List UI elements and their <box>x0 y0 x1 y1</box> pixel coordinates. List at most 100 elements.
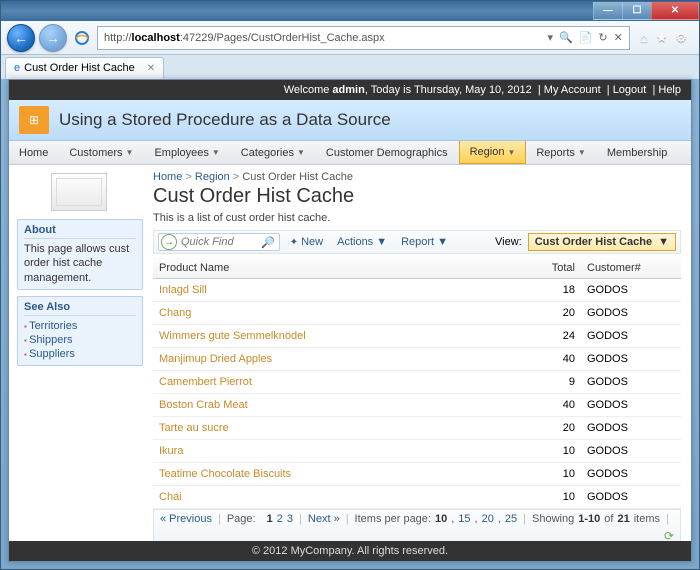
home-icon[interactable]: ⌂ <box>640 30 648 46</box>
pager-prev[interactable]: « Previous <box>160 513 212 525</box>
see-also-link-suppliers[interactable]: Suppliers <box>24 347 136 361</box>
pager-bar: « Previous | Page: 1 2 3 | Next » | Item… <box>153 509 681 541</box>
browser-tab-bar: e Cust Order Hist Cache ✕ <box>1 55 699 79</box>
cell-product: Inlagd Sill <box>153 279 521 302</box>
about-heading: About <box>24 224 136 239</box>
chevron-down-icon: ▼ <box>658 236 669 248</box>
report-menu[interactable]: Report▼ <box>397 236 452 248</box>
pager-ipp-25[interactable]: 25 <box>505 513 517 525</box>
menu-reports[interactable]: Reports▼ <box>526 141 596 164</box>
help-link[interactable]: Help <box>658 84 681 96</box>
view-selector[interactable]: Cust Order Hist Cache▼ <box>528 233 676 251</box>
view-label: View: <box>495 236 522 248</box>
top-account-bar: Welcome admin, Today is Thursday, May 10… <box>9 80 691 100</box>
cell-total: 20 <box>521 302 581 325</box>
menu-categories[interactable]: Categories▼ <box>231 141 316 164</box>
address-bar[interactable]: http://localhost:47229/Pages/CustOrderHi… <box>97 26 630 50</box>
see-also-link-territories[interactable]: Territories <box>24 319 136 333</box>
pager-ipp-label: Items per page: <box>355 513 431 525</box>
col-total[interactable]: Total <box>521 258 581 279</box>
cell-customer: GODOS <box>581 325 681 348</box>
see-also-link-shippers[interactable]: Shippers <box>24 333 136 347</box>
new-button[interactable]: ✦New <box>286 236 327 248</box>
tab-close-icon[interactable]: ✕ <box>147 63 155 74</box>
table-row[interactable]: Inlagd Sill18GODOS <box>153 279 681 302</box>
pager-page-2[interactable]: 2 <box>277 513 283 525</box>
pager-page-label: Page: <box>227 513 256 525</box>
pager-ipp-20[interactable]: 20 <box>482 513 494 525</box>
search-icon[interactable]: 🔎 <box>257 236 279 249</box>
menu-home[interactable]: Home <box>9 141 59 164</box>
cell-total: 24 <box>521 325 581 348</box>
chevron-down-icon: ▼ <box>126 148 134 157</box>
cell-total: 10 <box>521 463 581 486</box>
forward-button[interactable]: → <box>39 24 67 52</box>
grid-toolbar: → 🔎 ✦New Actions▼ Report▼ View: Cust Ord… <box>153 230 681 254</box>
welcome-post: , Today is Thursday, May 10, 2012 <box>365 84 532 96</box>
my-account-link[interactable]: My Account <box>544 84 601 96</box>
tools-icon[interactable]: ⚙ <box>675 30 687 46</box>
window-minimize-button[interactable]: — <box>593 2 623 20</box>
addr-dropdown-icon[interactable]: ▾ <box>547 31 553 44</box>
browser-tab[interactable]: e Cust Order Hist Cache ✕ <box>5 57 164 79</box>
pager-showing-range: 1-10 <box>578 513 600 525</box>
menu-employees[interactable]: Employees▼ <box>144 141 230 164</box>
table-row[interactable]: Chang20GODOS <box>153 302 681 325</box>
favorites-icon[interactable]: ★ <box>656 30 668 46</box>
actions-menu[interactable]: Actions▼ <box>333 236 391 248</box>
pager-page-3[interactable]: 3 <box>287 513 293 525</box>
menu-customers[interactable]: Customers▼ <box>59 141 144 164</box>
table-row[interactable]: Chai10GODOS <box>153 486 681 509</box>
cell-product: Tarte au sucre <box>153 417 521 440</box>
pager-next[interactable]: Next » <box>308 513 340 525</box>
page-footer: © 2012 MyCompany. All rights reserved. <box>9 541 691 561</box>
back-button[interactable]: ← <box>7 24 35 52</box>
table-row[interactable]: Tarte au sucre20GODOS <box>153 417 681 440</box>
cell-total: 40 <box>521 394 581 417</box>
table-row[interactable]: Wimmers gute Semmelknödel24GODOS <box>153 325 681 348</box>
table-row[interactable]: Camembert Pierrot9GODOS <box>153 371 681 394</box>
url-host: localhost <box>132 32 180 44</box>
breadcrumb-current: Cust Order Hist Cache <box>242 171 353 183</box>
refresh-icon[interactable]: ↻ <box>598 31 607 44</box>
welcome-user: admin <box>332 84 364 96</box>
logout-link[interactable]: Logout <box>613 84 647 96</box>
pager-ipp-10[interactable]: 10 <box>435 513 447 525</box>
pager-showing-mid: of <box>604 513 613 525</box>
cell-customer: GODOS <box>581 417 681 440</box>
welcome-pre: Welcome <box>284 84 333 96</box>
addr-compat-icon[interactable]: 📄 <box>579 31 593 44</box>
pager-page-1[interactable]: 1 <box>267 513 273 525</box>
cell-total: 10 <box>521 440 581 463</box>
pager-ipp-15[interactable]: 15 <box>458 513 470 525</box>
quickfind-input[interactable] <box>179 236 257 248</box>
cell-total: 9 <box>521 371 581 394</box>
pager-refresh-icon[interactable]: ⟳ <box>664 529 674 541</box>
window-maximize-button[interactable]: ☐ <box>622 2 652 20</box>
quickfind-box: → 🔎 <box>158 233 280 251</box>
breadcrumb-home[interactable]: Home <box>153 171 182 183</box>
site-logo-icon: ⊞ <box>19 106 49 134</box>
addr-search-icon[interactable]: 🔍 <box>559 31 573 44</box>
col-customer[interactable]: Customer# <box>581 258 681 279</box>
cell-customer: GODOS <box>581 463 681 486</box>
see-also-box: See Also Territories Shippers Suppliers <box>17 296 143 366</box>
table-row[interactable]: Manjimup Dried Apples40GODOS <box>153 348 681 371</box>
table-row[interactable]: Boston Crab Meat40GODOS <box>153 394 681 417</box>
cell-product: Teatime Chocolate Biscuits <box>153 463 521 486</box>
col-product-name[interactable]: Product Name <box>153 258 521 279</box>
table-row[interactable]: Teatime Chocolate Biscuits10GODOS <box>153 463 681 486</box>
menu-region[interactable]: Region▼ <box>459 141 527 164</box>
table-row[interactable]: Ikura10GODOS <box>153 440 681 463</box>
menu-customer-demographics[interactable]: Customer Demographics <box>316 141 459 164</box>
stop-icon[interactable]: ✕ <box>614 31 623 44</box>
browser-nav-bar: ← → http://localhost:47229/Pages/CustOrd… <box>1 21 699 55</box>
breadcrumb-region[interactable]: Region <box>195 171 230 183</box>
chevron-down-icon: ▼ <box>376 236 387 248</box>
data-grid: Product Name Total Customer# Inlagd Sill… <box>153 258 681 509</box>
window-close-button[interactable]: ✕ <box>651 2 699 20</box>
quickfind-go-button[interactable]: → <box>161 234 177 250</box>
breadcrumb: Home > Region > Cust Order Hist Cache <box>153 171 681 183</box>
menu-membership[interactable]: Membership <box>597 141 679 164</box>
main-content: Home > Region > Cust Order Hist Cache Cu… <box>149 165 691 541</box>
